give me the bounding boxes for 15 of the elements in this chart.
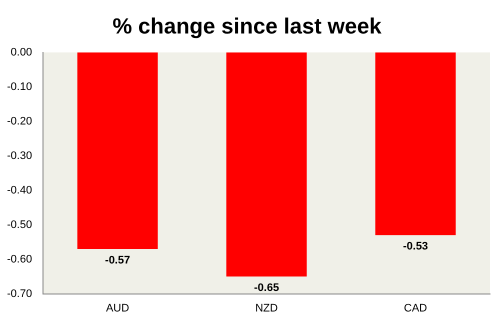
y-tick-label: -0.20 [6, 115, 32, 128]
data-label: -0.65 [254, 282, 280, 294]
x-tick-label: NZD [255, 302, 278, 314]
data-label: -0.57 [105, 254, 130, 266]
y-tick-label: 0.00 [10, 46, 32, 58]
x-tick-label: CAD [404, 302, 428, 314]
x-tick-label: AUD [106, 302, 130, 314]
y-tick-label: -0.10 [6, 80, 32, 93]
y-tick-label: -0.40 [6, 184, 32, 196]
data-label: -0.53 [402, 240, 428, 253]
y-tick-label: -0.50 [6, 218, 32, 231]
chart-title: % change since last week [112, 13, 382, 38]
y-tick-label: -0.60 [6, 253, 32, 266]
y-tick-label: -0.30 [6, 150, 32, 162]
y-tick-label: -0.70 [6, 288, 32, 300]
